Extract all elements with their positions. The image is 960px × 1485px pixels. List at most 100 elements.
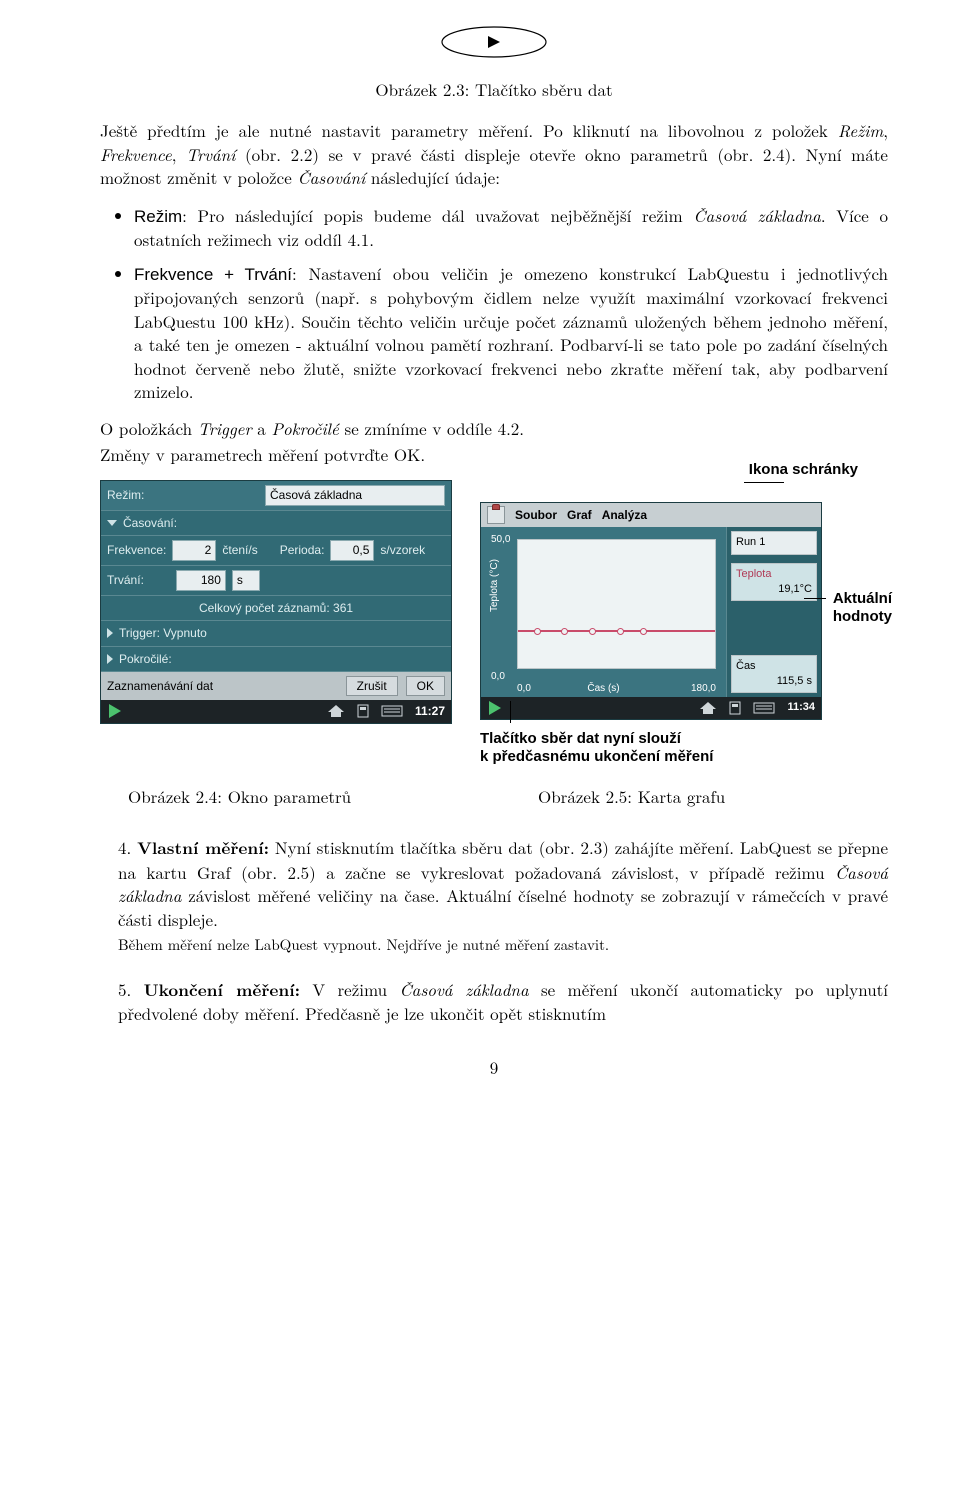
term: Trigger [198, 416, 252, 440]
trvani-input[interactable]: 180 [176, 570, 226, 591]
play-icon[interactable] [109, 704, 121, 718]
bullet-label: Režim [134, 207, 182, 226]
keyboard-icon[interactable] [381, 705, 403, 717]
play-icon[interactable] [489, 701, 501, 715]
cas-label: Čas [736, 659, 812, 674]
term-trvani: Trvání [186, 142, 235, 166]
row-pocet: Celkový počet záznamů: 361 [101, 596, 451, 622]
text: k předčasnému ukončení měření [480, 748, 888, 767]
clock-time: 11:34 [787, 700, 815, 715]
item-4-note: Během měření nelze LabQuest vypnout. Nej… [118, 935, 888, 956]
window-footer: Zaznamenávání dat Zrušit OK [101, 672, 451, 700]
text: následující údaje: [365, 165, 500, 189]
menu-graf[interactable]: Graf [567, 507, 592, 524]
term: Časová základna [693, 203, 821, 227]
cas-value: 115,5 s [736, 674, 812, 689]
label: Perioda: [280, 542, 325, 559]
run-box[interactable]: Run 1 [731, 531, 817, 554]
bullet-rezim: Režim: Pro následující popis budeme dál … [134, 204, 888, 252]
number: 5. [118, 977, 144, 1001]
page-number: 9 [100, 1056, 888, 1079]
x-axis-label: Čas (s) [587, 682, 619, 696]
label: Režim: [107, 487, 144, 504]
label: Trvání: [107, 572, 144, 589]
y-min: 0,0 [491, 670, 505, 684]
text: , [883, 118, 888, 142]
clipboard-icon[interactable] [487, 506, 505, 524]
row-casovani[interactable]: Časování: [101, 511, 451, 537]
rezim-value[interactable]: Časová základna [265, 485, 445, 506]
text: závislost měřené veličiny na čase. Aktuá… [118, 883, 888, 930]
label: Pokročilé: [119, 651, 172, 668]
figures-row: Režim: Časová základna Časování: Frekven… [100, 480, 888, 767]
taskbar: 11:34 [481, 697, 821, 718]
run-label: Run 1 [736, 535, 812, 550]
item-label: Vlastní měření: [137, 836, 269, 860]
figure-2-5: Ikona schránky Soubor Graf Analýza 50,0 … [480, 480, 888, 767]
row-rezim[interactable]: Režim: Časová základna [101, 481, 451, 511]
item-5: 5. Ukončení měření: V režimu Časová zákl… [118, 978, 888, 1026]
text: , [172, 142, 186, 166]
term: Pokročilé [271, 416, 338, 440]
figure-2-3-caption: Obrázek 2.3: Tlačítko sběru dat [100, 78, 888, 101]
home-icon[interactable] [699, 701, 717, 715]
label: Trigger: Vypnuto [119, 625, 207, 642]
ok-button[interactable]: OK [406, 676, 445, 696]
taskbar: 11:27 [101, 700, 451, 723]
teplota-label: Teplota [736, 567, 812, 582]
frekvence-input[interactable]: 2 [172, 540, 216, 561]
label: Celkový počet záznamů: 361 [199, 600, 353, 617]
text: Tlačítko sběr dat nyní slouží [480, 730, 888, 749]
annotation-line [804, 598, 826, 599]
bullet-frekvence-trvani: Frekvence + Trvání: Nastavení obou velič… [134, 262, 888, 404]
row-pokrocile[interactable]: Pokročilé: [101, 647, 451, 673]
text: se zmíníme v oddíle 4.2. [339, 416, 524, 440]
menu-analyza[interactable]: Analýza [602, 507, 647, 524]
play-oval-icon [439, 24, 549, 60]
clock-time: 11:27 [415, 703, 445, 720]
graph-plot: 50,0 Teplota (°C) 0,0 0,0 Čas (s) 180,0 [481, 527, 727, 697]
home-icon[interactable] [327, 704, 345, 718]
unit: s/vzorek [380, 542, 425, 559]
text: : Pro následující popis budeme dál uvažo… [182, 203, 693, 227]
y-axis-label: Teplota (°C) [488, 559, 502, 612]
expand-icon [107, 520, 117, 526]
paragraph-intro: Ještě předtím je ale nutné nastavit para… [100, 119, 888, 189]
annotation-right: Aktuální hodnoty [833, 590, 892, 625]
calculator-icon[interactable] [357, 704, 369, 718]
text: V režimu [300, 977, 399, 1001]
text: O položkách [100, 416, 198, 440]
term-frekvence: Frekvence [100, 142, 172, 166]
bullet-label: Frekvence + Trvání [134, 265, 292, 284]
graph-body: 50,0 Teplota (°C) 0,0 0,0 Čas (s) 180,0 [481, 527, 821, 697]
labquest-params-window: Režim: Časová základna Časování: Frekven… [100, 480, 452, 723]
trvani-unit[interactable]: s [232, 570, 260, 591]
menu-soubor[interactable]: Soubor [515, 507, 557, 524]
figure-2-5-caption: Obrázek 2.5: Karta grafu [508, 785, 888, 808]
term: Časová základna [399, 977, 528, 1001]
annotation-line [744, 482, 784, 483]
keyboard-icon[interactable] [753, 702, 775, 714]
plot-area [517, 539, 716, 669]
calculator-icon[interactable] [729, 701, 741, 715]
row-trigger[interactable]: Trigger: Vypnuto [101, 621, 451, 647]
footer-title: Zaznamenávání dat [107, 678, 213, 695]
term-casovani: Časování [297, 165, 365, 189]
label: Frekvence: [107, 542, 166, 559]
unit: čtení/s [222, 542, 257, 559]
item-4: 4. Vlastní měření: Nyní stisknutím tlačí… [118, 836, 888, 956]
teplota-value: 19,1°C [736, 582, 812, 597]
cancel-button[interactable]: Zrušit [346, 676, 398, 696]
figure-captions: Obrázek 2.4: Okno parametrů Obrázek 2.5:… [128, 785, 888, 808]
numbered-list: 4. Vlastní měření: Nyní stisknutím tlačí… [100, 836, 888, 1025]
text: Aktuální [833, 590, 892, 607]
x-max: 180,0 [691, 682, 716, 696]
expand-icon [107, 654, 113, 664]
annotation-bottom: Tlačítko sběr dat nyní slouží k předčasn… [480, 730, 888, 768]
x-min: 0,0 [517, 682, 531, 696]
perioda-input[interactable]: 0,5 [330, 540, 374, 561]
text: a [252, 416, 272, 440]
bullet-list: Režim: Pro následující popis budeme dál … [100, 204, 888, 404]
cas-box: Čas 115,5 s [731, 655, 817, 693]
row-frekvence: Frekvence: 2 čtení/s Perioda: 0,5 s/vzor… [101, 536, 451, 566]
